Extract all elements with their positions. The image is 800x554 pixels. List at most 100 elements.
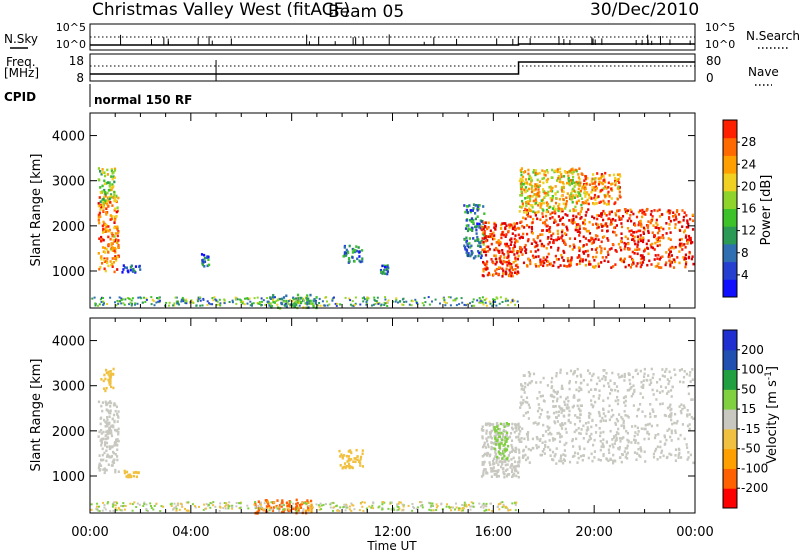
- clutter-cell: [353, 304, 356, 306]
- data-cell: [597, 458, 600, 461]
- data-cell: [674, 431, 677, 434]
- clutter-cell: [363, 298, 366, 301]
- colorbar-segment: [723, 120, 737, 139]
- data-cell: [488, 424, 491, 427]
- data-cell: [657, 262, 660, 265]
- data-cell: [586, 177, 589, 180]
- data-cell: [281, 499, 284, 502]
- clutter-cell: [331, 298, 334, 301]
- data-cell: [605, 256, 608, 259]
- clutter-cell: [259, 302, 262, 304]
- data-cell: [482, 463, 485, 466]
- data-cell: [103, 418, 106, 422]
- clutter-cell: [375, 300, 378, 303]
- colorbar-tick-label: 15: [741, 402, 756, 416]
- clutter-cell: [266, 297, 268, 299]
- freq-label: Freq.: [6, 55, 36, 69]
- data-cell: [496, 455, 499, 459]
- clutter-cell: [331, 299, 334, 302]
- data-cell: [681, 423, 684, 426]
- clutter-cell: [292, 502, 295, 505]
- data-cell: [514, 267, 517, 271]
- data-cell: [503, 438, 506, 442]
- clutter-cell: [191, 503, 194, 506]
- data-cell: [109, 214, 112, 217]
- clutter-cell: [95, 507, 98, 510]
- data-cell: [678, 369, 681, 372]
- data-cell: [521, 187, 524, 191]
- data-cell: [564, 427, 567, 431]
- data-cell: [616, 395, 619, 399]
- data-cell: [593, 193, 597, 197]
- clutter-cell: [157, 297, 160, 300]
- data-cell: [345, 254, 348, 257]
- data-cell: [642, 238, 645, 241]
- data-cell: [507, 423, 510, 426]
- data-cell: [488, 273, 491, 276]
- colorbar-tick-label: 24: [741, 157, 756, 171]
- data-cell: [595, 424, 598, 427]
- data-cell: [343, 454, 346, 457]
- data-cell: [574, 190, 577, 193]
- data-cell: [612, 453, 615, 457]
- data-cell: [581, 260, 584, 263]
- data-cell: [504, 272, 508, 276]
- data-cell: [489, 433, 492, 436]
- clutter-cell: [300, 296, 303, 299]
- data-cell: [522, 454, 525, 458]
- data-cell: [111, 177, 114, 181]
- clutter-cell: [211, 297, 214, 300]
- data-cell: [564, 207, 567, 210]
- data-cell: [102, 205, 106, 209]
- data-cell: [113, 197, 116, 201]
- data-cell: [551, 168, 554, 172]
- data-cell: [491, 235, 494, 238]
- clutter-cell: [427, 296, 430, 299]
- data-cell: [624, 399, 627, 403]
- data-cell: [639, 254, 642, 257]
- data-cell: [519, 406, 522, 409]
- data-cell: [584, 195, 587, 198]
- data-cell: [116, 209, 119, 213]
- data-cell: [604, 378, 607, 382]
- clutter-cell: [382, 501, 385, 503]
- data-cell: [506, 473, 509, 476]
- data-cell: [590, 388, 593, 391]
- data-cell: [133, 269, 136, 273]
- data-cell: [495, 461, 498, 464]
- data-cell: [656, 381, 659, 384]
- clutter-cell: [495, 304, 498, 307]
- data-cell: [600, 247, 603, 250]
- clutter-cell: [335, 504, 338, 507]
- data-cell: [657, 253, 660, 257]
- clutter-cell: [396, 509, 399, 512]
- data-cell: [105, 386, 108, 390]
- data-cell: [665, 261, 668, 264]
- clutter-cell: [245, 297, 248, 300]
- clutter-cell: [278, 509, 281, 512]
- data-cell: [123, 471, 126, 475]
- data-cell: [590, 238, 593, 242]
- data-cell: [498, 452, 501, 455]
- data-cell: [557, 410, 560, 414]
- clutter-cell: [339, 303, 342, 306]
- data-cell: [526, 401, 529, 404]
- data-cell: [640, 449, 643, 453]
- data-cell: [547, 428, 550, 431]
- data-cell: [113, 190, 116, 194]
- data-cell: [571, 438, 574, 441]
- data-cell: [348, 244, 351, 248]
- data-cell: [100, 257, 103, 261]
- data-cell: [578, 224, 581, 228]
- data-cell: [101, 224, 104, 228]
- data-cell: [110, 216, 114, 220]
- data-cell: [607, 186, 610, 189]
- data-cell: [97, 435, 100, 438]
- data-cell: [686, 424, 690, 428]
- data-cell: [575, 180, 578, 184]
- data-cell: [106, 200, 109, 203]
- data-cell: [558, 197, 561, 201]
- data-cell: [309, 302, 312, 305]
- clutter-cell: [209, 502, 212, 505]
- data-cell: [586, 426, 589, 429]
